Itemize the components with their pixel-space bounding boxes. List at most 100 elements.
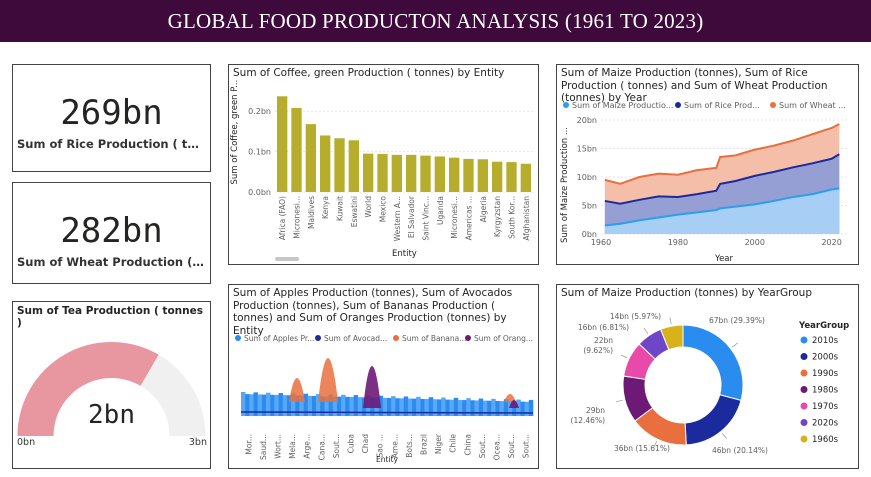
apples-bar xyxy=(261,394,267,416)
maize-donut-card[interactable]: Sum of Maize Production (tonnes) by Year… xyxy=(556,284,859,469)
x-tick-label: Kyrgyzstan xyxy=(493,196,502,237)
legend-marker xyxy=(675,102,681,108)
coffee-bar xyxy=(463,158,474,192)
rice-kpi-value: 269bn xyxy=(60,93,163,133)
apples-bar xyxy=(391,396,396,416)
apples-bar xyxy=(286,395,292,416)
wheat-kpi-card[interactable]: 282bn Sum of Wheat Production (tonn... xyxy=(12,182,211,284)
apples-bar xyxy=(499,401,505,416)
rice-kpi-card[interactable]: 269bn Sum of Rice Production ( tonnes) xyxy=(12,64,211,172)
apples-bar xyxy=(278,393,284,416)
legend-label: 2010s xyxy=(812,336,839,346)
slice-label: 36bn (15.61%) xyxy=(614,444,670,453)
apples-bar xyxy=(382,397,388,416)
apples-bar xyxy=(524,401,530,416)
coffee-chart-title: Sum of Coffee, green Production ( tonnes… xyxy=(233,67,505,79)
x-tick-label: Cuba xyxy=(347,434,356,453)
legend-marker xyxy=(800,435,808,443)
x-tick-label: El Salvador xyxy=(407,195,416,238)
donut-slice xyxy=(682,324,744,402)
apples-bar xyxy=(303,393,309,416)
apples-bar xyxy=(311,395,317,416)
coffee-bar xyxy=(305,124,316,192)
apples-bar xyxy=(528,399,534,416)
apples-bar xyxy=(403,396,409,416)
apples-bar xyxy=(245,394,250,416)
label-leader xyxy=(721,432,727,439)
coffee-bar-chart: 0.0bn 0.1bn 0.2bn Africa (FAO) Micronesi... M… xyxy=(230,80,533,261)
apples-bar xyxy=(345,396,350,416)
x-tick-label: World xyxy=(364,196,373,218)
tea-gauge-card[interactable]: Sum of Tea Production ( tonnes ) 2bn 0bn… xyxy=(12,301,211,469)
apples-bar xyxy=(432,399,438,416)
x-tick-label: Micronesi... xyxy=(450,196,459,239)
y-tick-label: 0.0bn xyxy=(248,188,271,197)
cereal-chart-card[interactable]: Sum of Maize Production (tonnes), Sum of… xyxy=(556,64,859,265)
x-tick-label: China xyxy=(463,434,472,455)
apples-bar xyxy=(270,394,275,416)
slice-label: 14bn (5.97%) xyxy=(610,312,661,321)
series-line xyxy=(604,153,840,205)
apples-bar xyxy=(507,401,513,416)
coffee-bar xyxy=(363,153,374,192)
x-tick-label: Chad xyxy=(361,434,370,454)
legend-marker xyxy=(315,335,321,341)
gauge-min-label: 0bn xyxy=(17,437,36,448)
x-tick-label: Sao ... xyxy=(376,434,385,457)
apples-bar xyxy=(482,400,488,416)
coffee-bar xyxy=(377,154,388,192)
coffee-chart-card[interactable]: Sum of Coffee, green Production ( tonnes… xyxy=(228,64,539,265)
x-tick-label: Sout... xyxy=(478,434,487,458)
dashboard-title: GLOBAL FOOD PRODUCTON ANALYSIS (1961 TO … xyxy=(167,8,704,33)
x-axis-label: Entity xyxy=(376,455,398,464)
legend-label: 1970s xyxy=(812,402,839,412)
x-tick-label: 1960 xyxy=(591,238,611,247)
series-line xyxy=(604,187,840,227)
x-tick-label: 2000 xyxy=(745,238,765,247)
x-axis-label: Entity xyxy=(392,249,417,259)
apples-bar xyxy=(353,395,359,416)
x-tick-label: Maldives xyxy=(307,196,316,229)
apples-bar xyxy=(341,394,346,416)
maize-donut-chart: 67bn (29.39%) 46bn (20.14%) 36bn (15.61%) 2… xyxy=(571,312,850,455)
apples-bar xyxy=(487,400,492,416)
x-tick-label: Mor... xyxy=(244,434,253,455)
apples-bar xyxy=(299,395,304,416)
legend-marker xyxy=(800,336,808,344)
apples-bar xyxy=(295,395,300,416)
legend-label: Sum of Orang... xyxy=(474,334,533,343)
apples-bar xyxy=(520,401,525,416)
apples-bar xyxy=(249,394,254,416)
apples-bar xyxy=(478,398,484,416)
legend-marker xyxy=(800,353,808,360)
fruit-chart-card[interactable]: Sum of Apples Production (tonnes), Sum o… xyxy=(228,284,539,469)
bananas-peak xyxy=(318,358,338,402)
apples-bar xyxy=(424,399,430,416)
apples-bar xyxy=(241,392,246,416)
tea-gauge-title: Sum of Tea Production ( tonnes ) xyxy=(17,305,203,329)
y-tick-label: 20bn xyxy=(577,116,597,125)
y-axis-label: Sum of Coffee, green P... xyxy=(230,80,240,185)
apples-bar xyxy=(399,398,404,416)
apples-bar xyxy=(307,395,313,416)
y-tick-label: 5bn xyxy=(582,202,597,211)
x-tick-label: Bots... xyxy=(405,434,414,458)
x-tick-label: Americas ... xyxy=(465,196,474,240)
coffee-bar xyxy=(391,154,402,192)
legend-marker xyxy=(800,369,808,377)
scrollbar-thumb xyxy=(275,257,299,261)
legend-label: Sum of Maize Productio... xyxy=(572,101,673,110)
coffee-bar xyxy=(449,157,460,192)
apples-bar xyxy=(445,399,450,416)
gauge-max-label: 3bn xyxy=(188,437,207,448)
x-tick-label: Sout... xyxy=(522,434,531,458)
apples-bar xyxy=(336,396,342,416)
x-tick-label: Mela... xyxy=(288,434,297,459)
apples-bar xyxy=(491,398,496,416)
legend-marker xyxy=(800,386,808,393)
y-tick-label: 0.1bn xyxy=(248,148,271,157)
apples-bar xyxy=(378,395,384,416)
apples-bar xyxy=(449,399,455,416)
apples-bar xyxy=(420,398,425,416)
coffee-bar xyxy=(348,140,359,192)
